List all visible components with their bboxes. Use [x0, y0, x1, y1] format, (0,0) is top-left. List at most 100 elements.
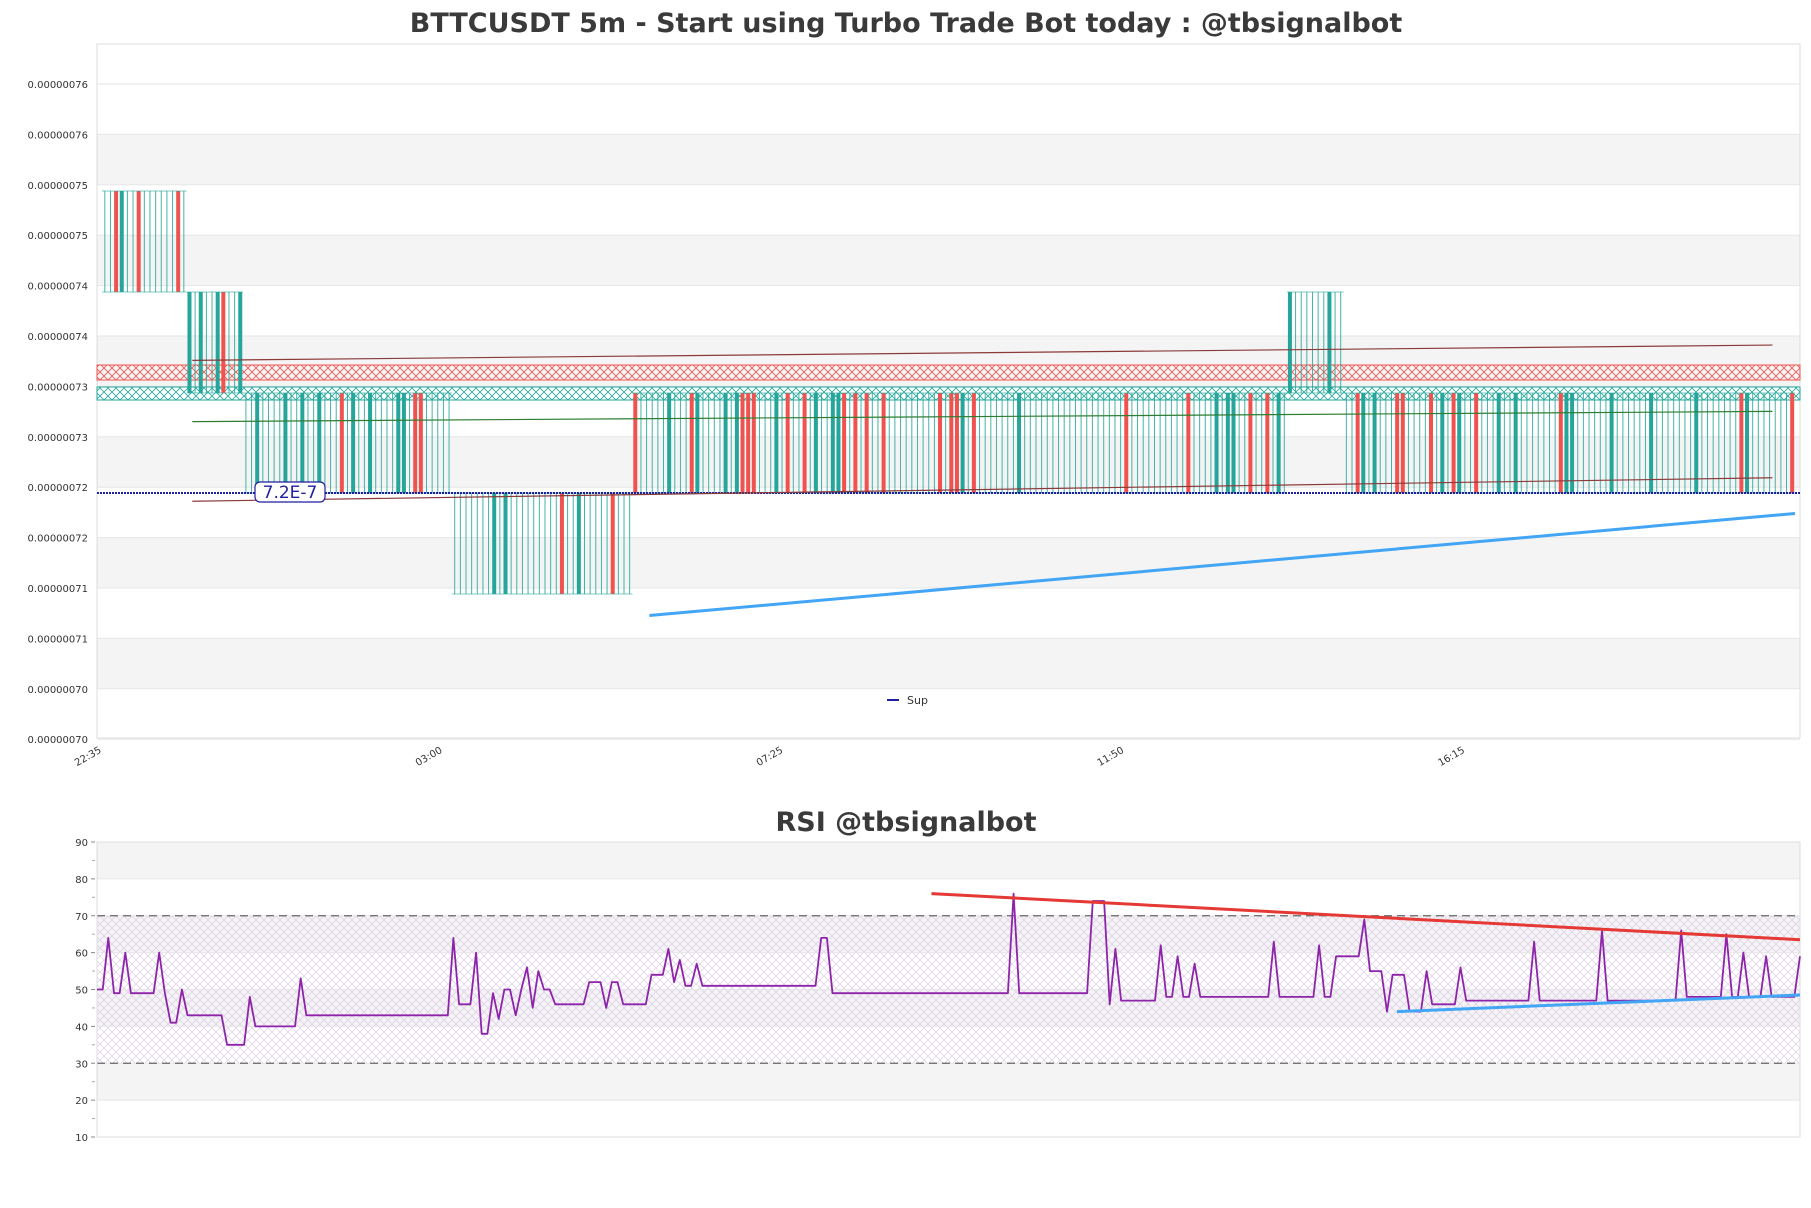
candle: [933, 393, 935, 493]
candle: [606, 493, 608, 594]
candle: [267, 393, 269, 493]
candle: [916, 393, 918, 493]
candle: [730, 393, 732, 493]
candle: [1470, 393, 1472, 493]
candle: [1131, 393, 1133, 493]
candle: [330, 393, 332, 493]
candle: [346, 393, 348, 493]
price-y-tick-label: 0.00000076: [28, 80, 88, 91]
candle: [1182, 393, 1184, 493]
candle: [392, 393, 394, 493]
candle: [949, 393, 954, 493]
candle: [1355, 393, 1360, 493]
candle: [1035, 393, 1037, 493]
candle: [1080, 393, 1082, 493]
candle: [119, 191, 124, 292]
candle: [221, 292, 226, 393]
candle: [877, 393, 879, 493]
rsi-band: [97, 1063, 1800, 1101]
candle: [1413, 393, 1415, 493]
price-x-tick-label: 16:15: [1436, 745, 1466, 769]
candle: [1108, 393, 1110, 493]
candle: [770, 393, 772, 493]
price-y-tick-label: 0.00000072: [28, 483, 88, 494]
candle: [1165, 393, 1167, 493]
candle: [104, 191, 106, 292]
candle: [695, 393, 700, 493]
candle: [503, 493, 508, 594]
candle: [194, 292, 196, 393]
candle: [651, 393, 653, 493]
candle: [1599, 393, 1601, 493]
candle: [476, 493, 478, 594]
candle: [685, 393, 687, 493]
candle: [1633, 393, 1635, 493]
candle: [595, 493, 597, 594]
candle: [143, 191, 145, 292]
candle: [1248, 393, 1253, 493]
candle: [802, 393, 807, 493]
candle: [245, 393, 247, 493]
candle: [674, 393, 676, 493]
candle: [746, 393, 751, 493]
price-y-tick-label: 0.00000070: [28, 735, 88, 746]
candle: [307, 393, 309, 493]
candle: [1763, 393, 1765, 493]
candle: [1537, 393, 1539, 493]
candle: [623, 493, 625, 594]
candle: [1120, 393, 1122, 493]
candle: [1244, 393, 1246, 493]
candle: [1395, 393, 1400, 493]
candle: [198, 292, 203, 393]
candle: [1582, 393, 1584, 493]
rsi-y-tick-label: 80: [75, 875, 88, 886]
rsi-y-axis: 90 80 70 60 50 40 30 20 10: [75, 838, 95, 1144]
rsi-band: [97, 842, 1800, 879]
candle: [215, 292, 220, 393]
rsi-y-tick-label: 90: [75, 838, 88, 849]
candle: [1436, 393, 1438, 493]
price-y-tick-label: 0.00000073: [28, 382, 88, 393]
candle: [431, 393, 433, 493]
candle: [689, 393, 694, 493]
candle: [1667, 393, 1669, 493]
candle: [1503, 393, 1505, 493]
candle: [437, 393, 439, 493]
support-label-text: 7.2E-7: [263, 483, 318, 503]
candle: [1673, 393, 1675, 493]
candle: [1564, 393, 1569, 493]
candle: [1327, 292, 1332, 393]
candle: [1609, 393, 1614, 493]
candle: [1594, 393, 1596, 493]
candle: [1694, 393, 1699, 493]
candle: [785, 393, 790, 493]
candle: [368, 393, 373, 493]
candle: [1419, 393, 1421, 493]
candle: [510, 493, 512, 594]
candle: [1287, 292, 1292, 393]
candle: [1474, 393, 1479, 493]
candle: [1351, 393, 1353, 493]
price-x-axis: 22:35 03:00 07:25 11:50 16:15: [73, 745, 1467, 769]
candle: [255, 393, 260, 493]
candle: [781, 393, 783, 493]
candle: [905, 393, 907, 493]
candle: [567, 493, 569, 594]
rsi-series: [97, 892, 1801, 1046]
rsi-y-tick-label: 50: [75, 986, 88, 997]
candle: [1739, 393, 1744, 493]
candle: [1684, 393, 1686, 493]
candle: [1001, 393, 1003, 493]
candle: [1391, 393, 1393, 493]
candle: [798, 393, 800, 493]
price-legend: Sup: [887, 694, 928, 707]
candle: [1097, 393, 1099, 493]
candle: [1231, 393, 1236, 493]
candle: [1429, 393, 1434, 493]
price-y-tick-label: 0.00000076: [28, 130, 88, 141]
candle: [1153, 393, 1155, 493]
candle: [1570, 393, 1575, 493]
candle: [516, 493, 518, 594]
candle: [633, 393, 638, 493]
